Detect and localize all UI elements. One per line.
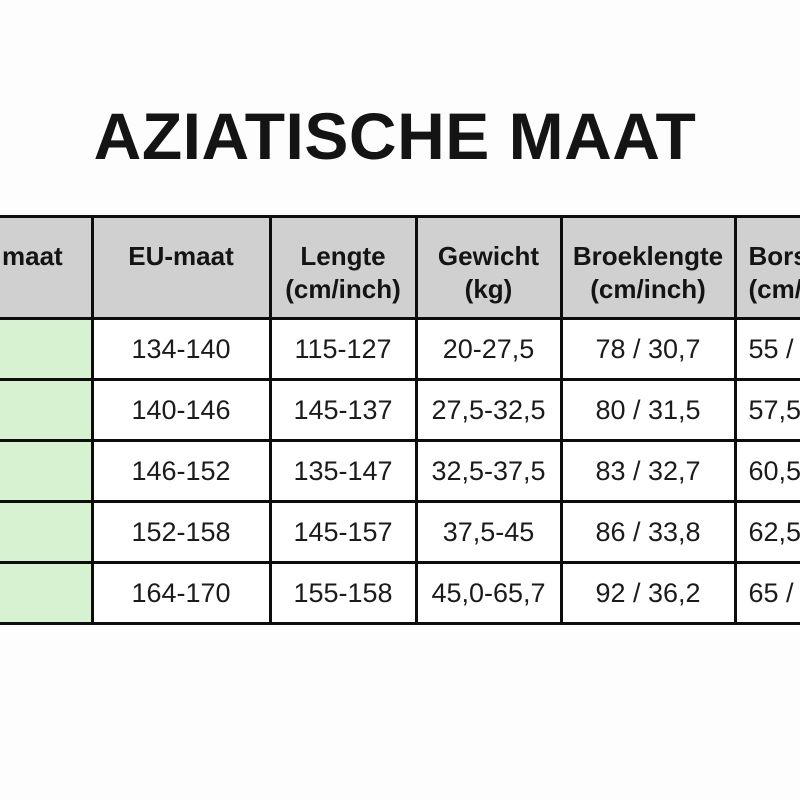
col-header-weight-sublabel: (kg) [464, 274, 513, 304]
cell-eu-size: 164-170 [90, 561, 272, 625]
col-header-length: Lengte (cm/inch) [268, 215, 418, 320]
cell-asian-size [0, 561, 94, 625]
cell-weight: 37,5-45 [414, 500, 563, 564]
cell-pants-length: 80 / 31,5 [559, 378, 737, 442]
cell-asian-size [0, 378, 94, 442]
col-header-pants-length-label: Broeklengte [572, 241, 724, 271]
col-header-length-sublabel: (cm/inch) [285, 274, 401, 304]
cell-chest: 57,5 / [733, 378, 800, 442]
page-title: AZIATISCHE MAAT [93, 99, 697, 173]
header-row: maat EU-maat Lengte (cm/inch) Gewicht (kg)… [0, 215, 800, 320]
cell-chest: 55 / [733, 317, 800, 381]
cell-eu-size: 146-152 [90, 439, 272, 503]
col-header-weight: Gewicht (kg) [414, 215, 563, 320]
cell-pants-length: 92 / 36,2 [559, 561, 737, 625]
cell-eu-size: 140-146 [90, 378, 272, 442]
cell-pants-length: 83 / 32,7 [559, 439, 737, 503]
table-row: 146-152 135-147 32,5-37,5 83 / 32,7 60,5… [0, 439, 800, 503]
table-row: 164-170 155-158 45,0-65,7 92 / 36,2 65 / [0, 561, 800, 625]
cell-weight: 20-27,5 [414, 317, 563, 381]
cell-weight: 45,0-65,7 [414, 561, 563, 625]
col-header-eu-size: EU-maat [90, 215, 272, 320]
col-header-length-label: Lengte [300, 241, 386, 271]
table-row: 140-146 145-137 27,5-32,5 80 / 31,5 57,5… [0, 378, 800, 442]
col-header-asian-size-label: maat [2, 241, 63, 271]
col-header-chest-sublabel: (cm/ [748, 274, 800, 304]
col-header-asian-size: maat [0, 215, 94, 320]
cell-asian-size [0, 317, 94, 381]
cell-length: 155-158 [268, 561, 418, 625]
cell-length: 145-157 [268, 500, 418, 564]
cell-length: 135-147 [268, 439, 418, 503]
cell-chest: 60,5 / [733, 439, 800, 503]
cell-pants-length: 86 / 33,8 [559, 500, 737, 564]
size-chart-table: maat EU-maat Lengte (cm/inch) Gewicht (kg)… [0, 215, 800, 625]
cell-chest: 65 / [733, 561, 800, 625]
cell-length: 145-137 [268, 378, 418, 442]
col-header-pants-length-sublabel: (cm/inch) [590, 274, 706, 304]
cell-pants-length: 78 / 30,7 [559, 317, 737, 381]
cell-weight: 27,5-32,5 [414, 378, 563, 442]
cell-asian-size [0, 439, 94, 503]
cell-eu-size: 152-158 [90, 500, 272, 564]
cell-asian-size [0, 500, 94, 564]
cell-eu-size: 134-140 [90, 317, 272, 381]
table-row: 152-158 145-157 37,5-45 86 / 33,8 62,5 / [0, 500, 800, 564]
cell-length: 115-127 [268, 317, 418, 381]
cell-weight: 32,5-37,5 [414, 439, 563, 503]
col-header-chest: Borst(cm/ [733, 215, 800, 320]
col-header-eu-size-label: EU-maat [128, 241, 234, 271]
col-header-pants-length: Broeklengte (cm/inch) [559, 215, 737, 320]
cell-chest: 62,5 / [733, 500, 800, 564]
col-header-chest-label: Borst [748, 241, 800, 271]
table-row: 134-140 115-127 20-27,5 78 / 30,7 55 / [0, 317, 800, 381]
col-header-weight-label: Gewicht [437, 241, 540, 271]
